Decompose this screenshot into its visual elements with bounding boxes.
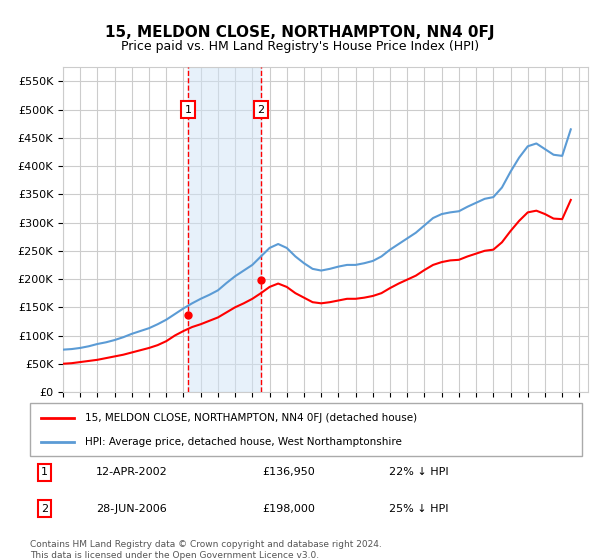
Text: 22% ↓ HPI: 22% ↓ HPI [389, 468, 448, 478]
Text: 15, MELDON CLOSE, NORTHAMPTON, NN4 0FJ (detached house): 15, MELDON CLOSE, NORTHAMPTON, NN4 0FJ (… [85, 413, 418, 423]
Text: £136,950: £136,950 [262, 468, 314, 478]
Text: 2: 2 [257, 105, 265, 115]
Text: 2: 2 [41, 504, 48, 514]
Text: 25% ↓ HPI: 25% ↓ HPI [389, 504, 448, 514]
Text: 15, MELDON CLOSE, NORTHAMPTON, NN4 0FJ: 15, MELDON CLOSE, NORTHAMPTON, NN4 0FJ [105, 25, 495, 40]
Text: £198,000: £198,000 [262, 504, 315, 514]
Text: 1: 1 [185, 105, 192, 115]
Text: Price paid vs. HM Land Registry's House Price Index (HPI): Price paid vs. HM Land Registry's House … [121, 40, 479, 53]
Bar [188, 67, 261, 392]
Text: Contains HM Land Registry data © Crown copyright and database right 2024.
This d: Contains HM Land Registry data © Crown c… [30, 540, 382, 560]
Text: HPI: Average price, detached house, West Northamptonshire: HPI: Average price, detached house, West… [85, 436, 402, 446]
Text: 28-JUN-2006: 28-JUN-2006 [96, 504, 167, 514]
Text: 12-APR-2002: 12-APR-2002 [96, 468, 168, 478]
FancyBboxPatch shape [30, 403, 582, 456]
Text: 1: 1 [41, 468, 48, 478]
